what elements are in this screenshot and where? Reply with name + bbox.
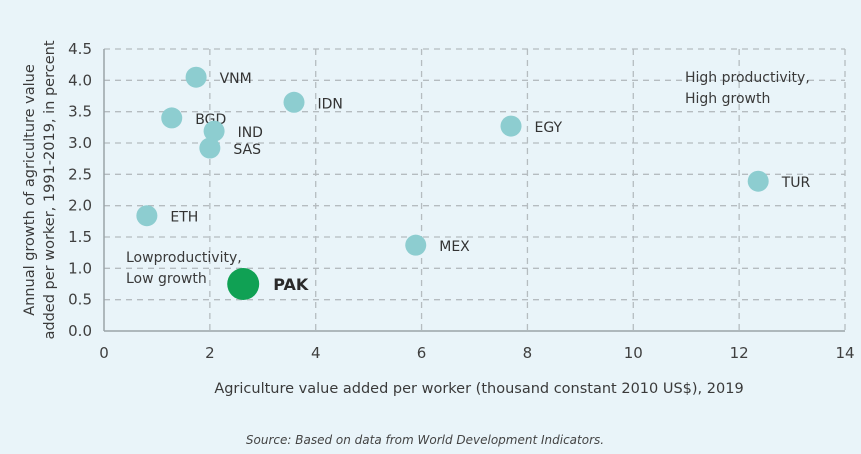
y-axis-label-line-1: Annual growth of agriculture value — [22, 64, 38, 316]
x-tick-label: 10 — [624, 344, 643, 362]
y-tick-label: 1.0 — [68, 259, 92, 277]
x-axis-label: Agriculture value added per worker (thou… — [214, 381, 743, 397]
quadrant-annotations: High productivity, High growth Lowproducti… — [126, 70, 810, 287]
point-label-egy: EGY — [535, 120, 563, 136]
y-tick-label: 4.0 — [68, 71, 92, 89]
x-tick-label: 0 — [99, 344, 109, 362]
y-tick-label: 3.5 — [68, 103, 92, 121]
y-tick-label: 0.5 — [68, 291, 92, 309]
gridlines — [104, 48, 846, 331]
annotation-bottom-left-line: Low growth — [126, 271, 207, 287]
y-axis-label-line-2: added per worker, 1991-2019, in percent — [42, 40, 58, 339]
x-tick-label: 8 — [523, 344, 533, 362]
annotation-top-right-line: High productivity, — [685, 70, 810, 86]
x-tick-label: 2 — [205, 344, 215, 362]
y-tick-label: 0.0 — [68, 322, 92, 340]
point-label-tur: TUR — [781, 175, 811, 191]
point-eth — [136, 205, 158, 227]
source-note: Source: Based on data from World Develop… — [246, 433, 604, 447]
y-tick-label: 3.0 — [68, 134, 92, 152]
point-tur — [747, 170, 769, 192]
point-label-vnm: VNM — [220, 71, 252, 87]
point-label-mex: MEX — [439, 239, 470, 255]
point-egy — [500, 115, 522, 137]
axes — [103, 49, 845, 332]
x-tick-label: 14 — [835, 344, 854, 362]
point-sas — [199, 137, 221, 159]
y-tick-label: 4.5 — [68, 40, 92, 58]
point-label-pak: PAK — [273, 275, 309, 294]
point-pak — [227, 268, 260, 300]
point-label-sas: SAS — [233, 142, 261, 158]
y-tick-label: 2.0 — [68, 197, 92, 215]
y-tick-labels: 0.0 0.5 1.0 1.5 2.0 2.5 3.0 3.5 4.0 4.5 — [68, 40, 92, 340]
point-label-eth: ETH — [170, 210, 198, 226]
annotation-top-right-line: High growth — [685, 91, 770, 107]
point-bgd — [161, 107, 183, 129]
y-tick-label: 2.5 — [68, 165, 92, 183]
point-idn — [283, 91, 305, 113]
x-tick-label: 12 — [730, 344, 749, 362]
point-label-idn: IDN — [318, 96, 343, 112]
y-tick-label: 1.5 — [68, 228, 92, 246]
x-tick-label: 4 — [311, 344, 321, 362]
point-ind — [203, 120, 225, 142]
x-tick-labels: 0 2 4 6 8 10 12 14 — [99, 344, 854, 362]
point-mex — [405, 234, 427, 256]
annotation-bottom-left-line: Lowproductivity, — [126, 250, 242, 266]
point-vnm — [185, 66, 207, 88]
x-tick-label: 6 — [417, 344, 427, 362]
point-label-ind: IND — [238, 125, 263, 141]
